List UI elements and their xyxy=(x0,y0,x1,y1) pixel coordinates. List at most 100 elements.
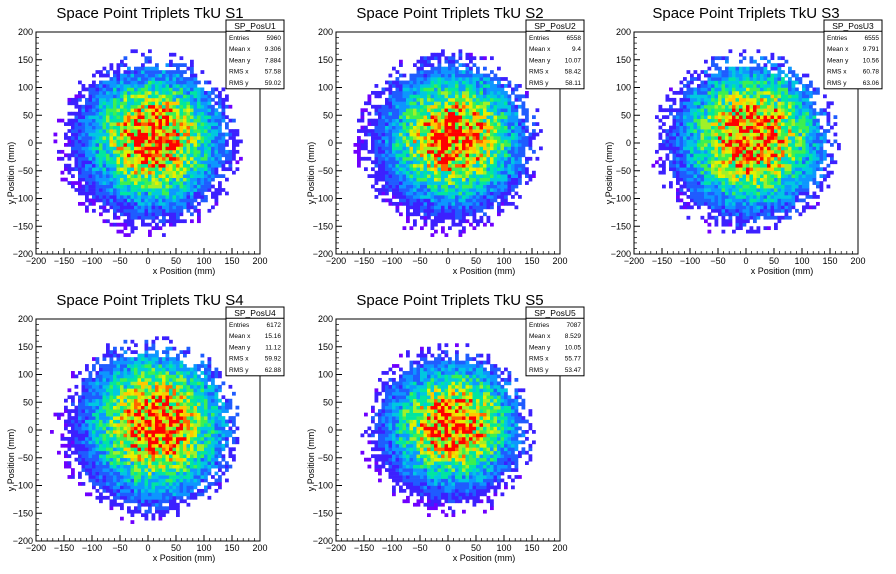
heatmap-bin xyxy=(123,149,128,154)
heatmap-bin xyxy=(413,160,417,165)
heatmap-bin xyxy=(204,160,208,165)
heatmap-bin xyxy=(141,149,145,154)
heatmap-bin xyxy=(162,90,166,95)
heatmap-bin xyxy=(416,156,421,161)
heatmap-bin xyxy=(179,156,184,161)
heatmap-bin xyxy=(137,111,142,116)
x-tick-label: 200 xyxy=(552,256,567,266)
heatmap-bin xyxy=(155,143,159,147)
heatmap-bin xyxy=(525,143,529,147)
heatmap-bin xyxy=(67,156,72,161)
heatmap-bin xyxy=(367,94,372,99)
heatmap-bin xyxy=(85,87,89,92)
heatmap-bin xyxy=(190,63,194,67)
heatmap-bin xyxy=(448,198,452,203)
heatmap-bin xyxy=(416,111,421,116)
heatmap-bin xyxy=(416,160,421,165)
heatmap-bin xyxy=(102,184,107,189)
heatmap-bin xyxy=(679,191,684,196)
heatmap-bin xyxy=(704,73,708,78)
heatmap-bin xyxy=(392,146,396,151)
heatmap-bin xyxy=(462,212,466,217)
heatmap-bin xyxy=(127,70,131,74)
heatmap-bin xyxy=(78,149,82,154)
heatmap-bin xyxy=(690,149,694,154)
heatmap-bin xyxy=(739,146,743,151)
heatmap-bin xyxy=(88,163,93,168)
heatmap-bin xyxy=(85,198,89,203)
heatmap-bin xyxy=(221,101,226,106)
heatmap-bin xyxy=(704,174,708,178)
heatmap-bin xyxy=(455,104,459,109)
heatmap-bin xyxy=(113,149,117,154)
heatmap-bin xyxy=(144,153,149,158)
heatmap-bin xyxy=(186,201,191,206)
heatmap-bin xyxy=(441,49,445,54)
heatmap-bin xyxy=(500,153,505,158)
heatmap-bin xyxy=(137,122,142,126)
heatmap-bin xyxy=(392,163,396,168)
heatmap-bin xyxy=(430,208,435,213)
heatmap-bin xyxy=(679,163,684,168)
heatmap-bin xyxy=(742,129,747,133)
heatmap-bin xyxy=(693,149,698,154)
heatmap-bin xyxy=(416,66,421,71)
heatmap-bin xyxy=(190,108,194,113)
heatmap-bin xyxy=(74,160,79,165)
heatmap-bin xyxy=(753,115,757,120)
heatmap-bin xyxy=(165,129,170,133)
heatmap-bin xyxy=(413,118,417,123)
heatmap-bin xyxy=(193,97,198,102)
heatmap-bin xyxy=(679,170,684,175)
heatmap-bin xyxy=(155,73,159,78)
x-tick-label: −200 xyxy=(326,256,346,266)
heatmap-bin xyxy=(493,156,498,161)
heatmap-bin xyxy=(753,146,757,151)
heatmap-bin xyxy=(99,149,103,154)
heatmap-bin xyxy=(455,77,459,81)
stats-box-title: SP_PosU1 xyxy=(234,21,276,31)
heatmap-bin xyxy=(521,149,526,154)
heatmap-bin xyxy=(514,115,519,120)
heatmap-bin xyxy=(476,73,480,78)
heatmap-bin xyxy=(469,125,473,130)
heatmap-bin xyxy=(162,101,166,106)
heatmap-bin xyxy=(179,94,184,99)
heatmap-bin xyxy=(214,111,219,116)
y-tick-label: −100 xyxy=(313,194,333,204)
heatmap-bin xyxy=(483,160,487,165)
heatmap-bin xyxy=(469,80,473,85)
heatmap-bin xyxy=(756,167,761,172)
heatmap-bin xyxy=(123,129,128,133)
heatmap-bin xyxy=(760,201,764,206)
heatmap-bin xyxy=(676,115,680,120)
heatmap-bin xyxy=(123,184,128,189)
heatmap-bin xyxy=(511,184,515,189)
heatmap-bin xyxy=(416,205,421,210)
heatmap-bin xyxy=(85,129,89,133)
heatmap-bin xyxy=(721,108,726,113)
heatmap-bin xyxy=(704,181,708,185)
heatmap-bin xyxy=(486,163,491,168)
heatmap-bin xyxy=(434,163,438,168)
heatmap-bin xyxy=(714,132,719,137)
heatmap-bin xyxy=(165,156,170,161)
heatmap-bin xyxy=(395,84,400,88)
heatmap-bin xyxy=(430,108,435,113)
heatmap-bin xyxy=(714,205,719,210)
heatmap-bin xyxy=(399,125,403,130)
heatmap-bin xyxy=(374,84,379,88)
heatmap-bin xyxy=(151,122,156,126)
heatmap-bin xyxy=(728,80,733,85)
heatmap-bin xyxy=(385,104,389,109)
heatmap-bin xyxy=(190,205,194,210)
heatmap-bin xyxy=(458,70,463,74)
heatmap-bin xyxy=(444,188,449,192)
heatmap-bin xyxy=(211,191,215,196)
heatmap-bin xyxy=(120,101,124,106)
heatmap-bin xyxy=(179,201,184,206)
heatmap-bin xyxy=(402,111,407,116)
heatmap-bin xyxy=(756,191,761,196)
heatmap-bin xyxy=(155,198,159,203)
